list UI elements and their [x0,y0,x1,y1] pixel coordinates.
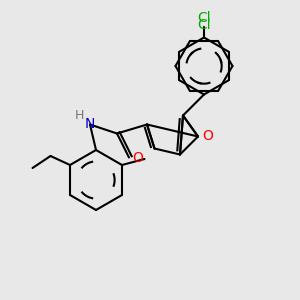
Text: Cl: Cl [197,11,211,26]
Text: O: O [202,130,213,143]
Text: O: O [132,151,143,164]
Text: N: N [85,118,95,131]
Text: H: H [75,109,84,122]
Text: Cl: Cl [197,18,211,32]
